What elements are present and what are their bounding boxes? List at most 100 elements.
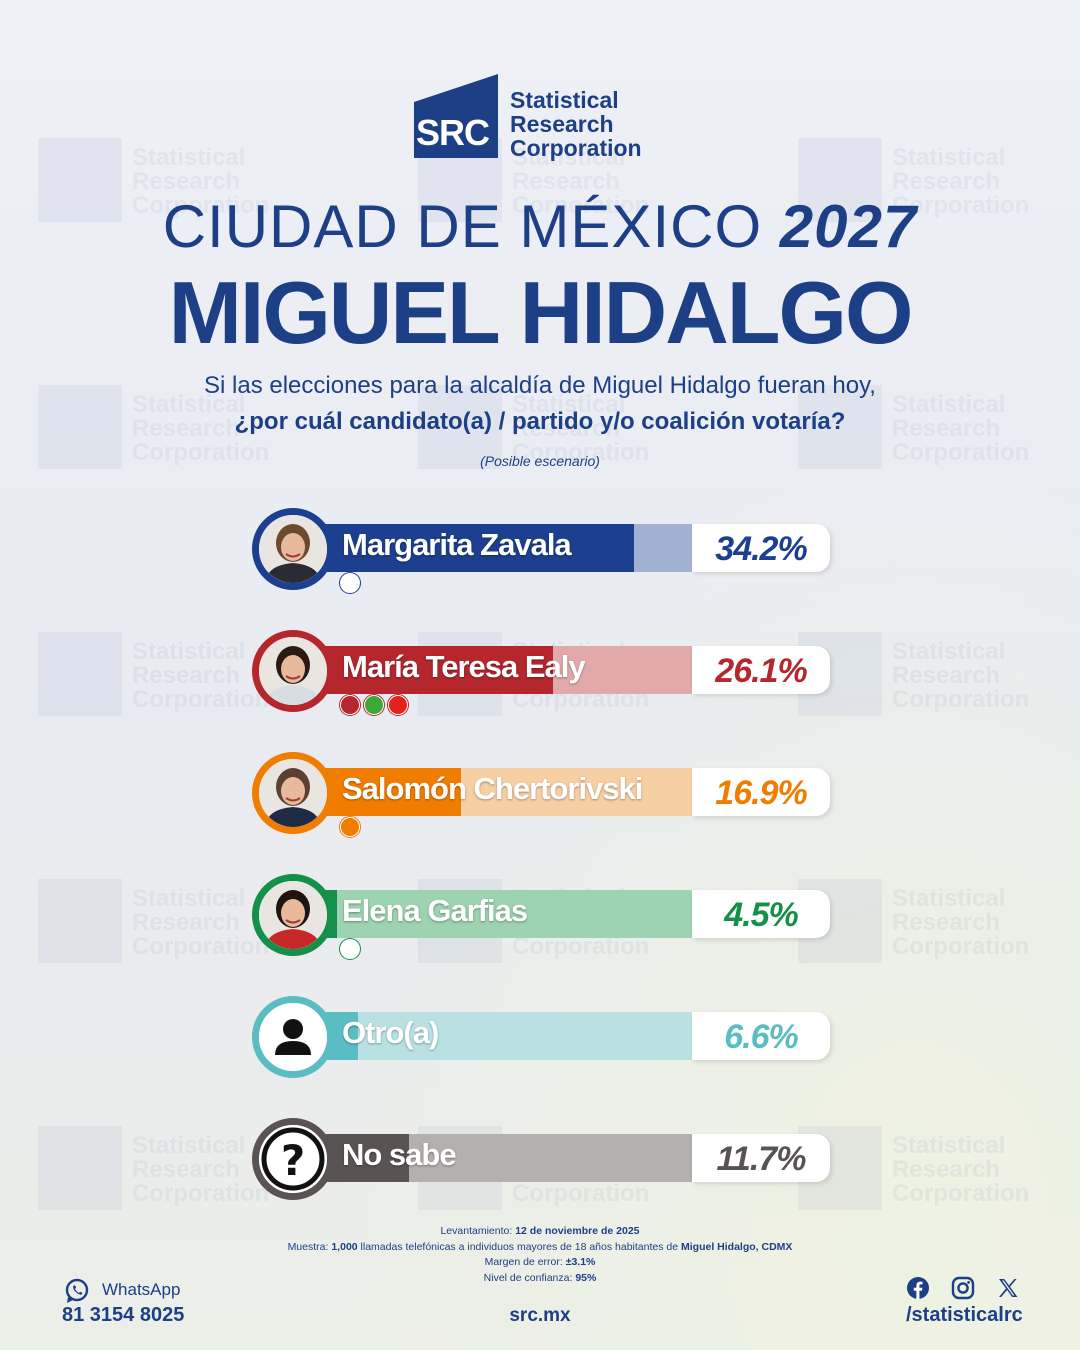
person-icon xyxy=(259,1003,327,1071)
bar-row: No sabe 11.7%? xyxy=(252,1118,832,1202)
facebook-icon[interactable] xyxy=(906,1276,930,1300)
bar-category-label: Margarita Zavala xyxy=(342,527,572,562)
candidate-photo xyxy=(259,515,327,583)
candidate-avatar xyxy=(252,630,334,712)
candidate-photo xyxy=(259,881,327,949)
bar-row: Otro(a) 6.6% xyxy=(252,996,832,1080)
logo-line3: Corporation xyxy=(510,135,642,161)
whatsapp-phone[interactable]: 81 3154 8025 xyxy=(62,1304,185,1326)
watermark-mark xyxy=(38,632,122,716)
election-year: 2027 xyxy=(779,193,918,260)
bar-category-label: Salomón Chertorivski xyxy=(342,771,643,806)
scenario-note: (Posible escenario) xyxy=(480,453,600,469)
question-icon: ? xyxy=(259,1125,327,1193)
party-logo-icon xyxy=(388,695,408,715)
svg-text:?: ? xyxy=(281,1136,305,1185)
whatsapp-icon xyxy=(65,1278,89,1303)
watermark-mark xyxy=(38,1126,122,1210)
bar xyxy=(292,524,634,572)
sample-text: llamadas telefónicas a individuos mayore… xyxy=(360,1240,679,1253)
candidate-photo xyxy=(259,637,327,705)
question-line2: ¿por cuál candidato(a) / partido y/o coa… xyxy=(234,408,846,435)
candidate-avatar xyxy=(252,508,334,590)
survey-date-label: Levantamiento: xyxy=(440,1225,513,1237)
survey-date-line: Levantamiento: 12 de noviembre de 2025 xyxy=(0,1224,1080,1240)
value-box: 4.5% xyxy=(692,890,830,938)
watermark-logo: Statistical Research Corporation xyxy=(38,632,288,716)
confidence-value: 95% xyxy=(575,1271,597,1284)
survey-date-value: 12 de noviembre de 2025 xyxy=(515,1225,640,1237)
error-value: ±3.1% xyxy=(565,1256,596,1268)
bar-row: Salomón Chertorivski 16.9% xyxy=(252,752,832,837)
watermark-logo: Statistical Research Corporation xyxy=(38,879,288,963)
party-logo-icon xyxy=(340,939,360,959)
logo-mark xyxy=(414,74,498,158)
party-logo-icon xyxy=(340,817,360,837)
bar-category-label: María Teresa Ealy xyxy=(342,649,586,684)
logo-wordmark: Statistical Research Corporation xyxy=(510,88,642,160)
bar-track xyxy=(292,646,692,694)
website-link[interactable]: src.mx xyxy=(509,1305,571,1326)
bar-track xyxy=(292,1134,692,1182)
city-title: CIUDAD DE MÉXICO 2027 xyxy=(0,192,1080,261)
value-box: 34.2% xyxy=(692,524,830,572)
candidate-photo xyxy=(259,759,327,827)
party-logo-icon xyxy=(364,695,384,715)
sample-count: 1,000 xyxy=(331,1240,358,1253)
bar-row: Margarita Zavala 34.2% xyxy=(252,508,832,593)
watermark-text: Statistical Research Corporation xyxy=(132,1132,270,1207)
watermark-text: Statistical Research Corporation xyxy=(132,885,270,960)
watermark-logo: Statistical Research Corporation xyxy=(38,1126,288,1210)
methodology: Levantamiento: 12 de noviembre de 2025 M… xyxy=(0,1224,1080,1286)
bar-category-label: No sabe xyxy=(342,1137,457,1172)
party-logo-icon xyxy=(340,695,360,715)
watermark-logo: Statistical Research Corporation xyxy=(798,879,1048,963)
sample-line: Muestra: 1,000 llamadas telefónicas a in… xyxy=(0,1240,1080,1256)
watermark-text: Statistical Research Corporation xyxy=(132,638,270,713)
bar-value-label: 4.5% xyxy=(724,896,799,934)
value-box: 11.7% xyxy=(692,1134,830,1182)
value-box: 6.6% xyxy=(692,1012,830,1060)
watermark-text: Statistical Research Corporation xyxy=(892,638,1030,713)
bar-category-label: Otro(a) xyxy=(342,1015,439,1050)
error-label: Margen de error: xyxy=(484,1256,563,1268)
sample-place: Miguel Hidalgo, CDMX xyxy=(681,1240,793,1253)
bar-category-label: Elena Garfias xyxy=(342,893,528,928)
bar-track xyxy=(292,524,692,572)
whatsapp-label: WhatsApp xyxy=(102,1280,181,1299)
page-title: MIGUEL HIDALGO xyxy=(168,263,914,362)
watermark-text: Statistical Research Corporation xyxy=(892,1132,1030,1207)
candidate-avatar xyxy=(252,874,334,956)
confidence-label: Nivel de confianza: xyxy=(483,1271,573,1284)
value-box: 16.9% xyxy=(692,768,830,816)
bar-value-label: 6.6% xyxy=(724,1018,799,1056)
logo-line2: Research xyxy=(510,111,614,137)
candidate-avatar xyxy=(252,996,334,1078)
src-logo: SRC Statistical Research Corporation xyxy=(414,74,674,164)
bar-row: María Teresa Ealy 26.1% xyxy=(252,630,832,715)
bar-value-label: 34.2% xyxy=(715,530,807,568)
candidate-avatar xyxy=(252,752,334,834)
x-icon[interactable] xyxy=(997,1277,1019,1299)
confidence-line: Nivel de confianza: 95% xyxy=(0,1271,1080,1287)
bar-value-label: 26.1% xyxy=(715,652,807,690)
error-line: Margen de error: ±3.1% xyxy=(0,1255,1080,1271)
logo-line1: Statistical xyxy=(510,87,619,113)
bar xyxy=(292,646,553,694)
instagram-icon[interactable] xyxy=(951,1276,975,1300)
logo-abbr: SRC xyxy=(416,112,490,153)
candidate-avatar: ? xyxy=(252,1118,334,1200)
value-box: 26.1% xyxy=(692,646,830,694)
social-handle[interactable]: /statisticalrc xyxy=(906,1304,1023,1326)
bar-row: Elena Garfias 4.5% xyxy=(252,874,832,959)
watermark-mark xyxy=(38,879,122,963)
watermark-logo: Statistical Research Corporation xyxy=(798,632,1048,716)
sample-label: Muestra: xyxy=(287,1240,329,1253)
bar-value-label: 11.7% xyxy=(716,1140,807,1178)
bar-value-label: 16.9% xyxy=(715,774,807,812)
watermark-text: Statistical Research Corporation xyxy=(892,885,1030,960)
party-logo-icon xyxy=(340,573,360,593)
watermark-logo: Statistical Research Corporation xyxy=(798,1126,1048,1210)
question-line1: Si las elecciones para la alcaldía de Mi… xyxy=(204,372,876,399)
city-name: CIUDAD DE MÉXICO xyxy=(162,193,763,260)
